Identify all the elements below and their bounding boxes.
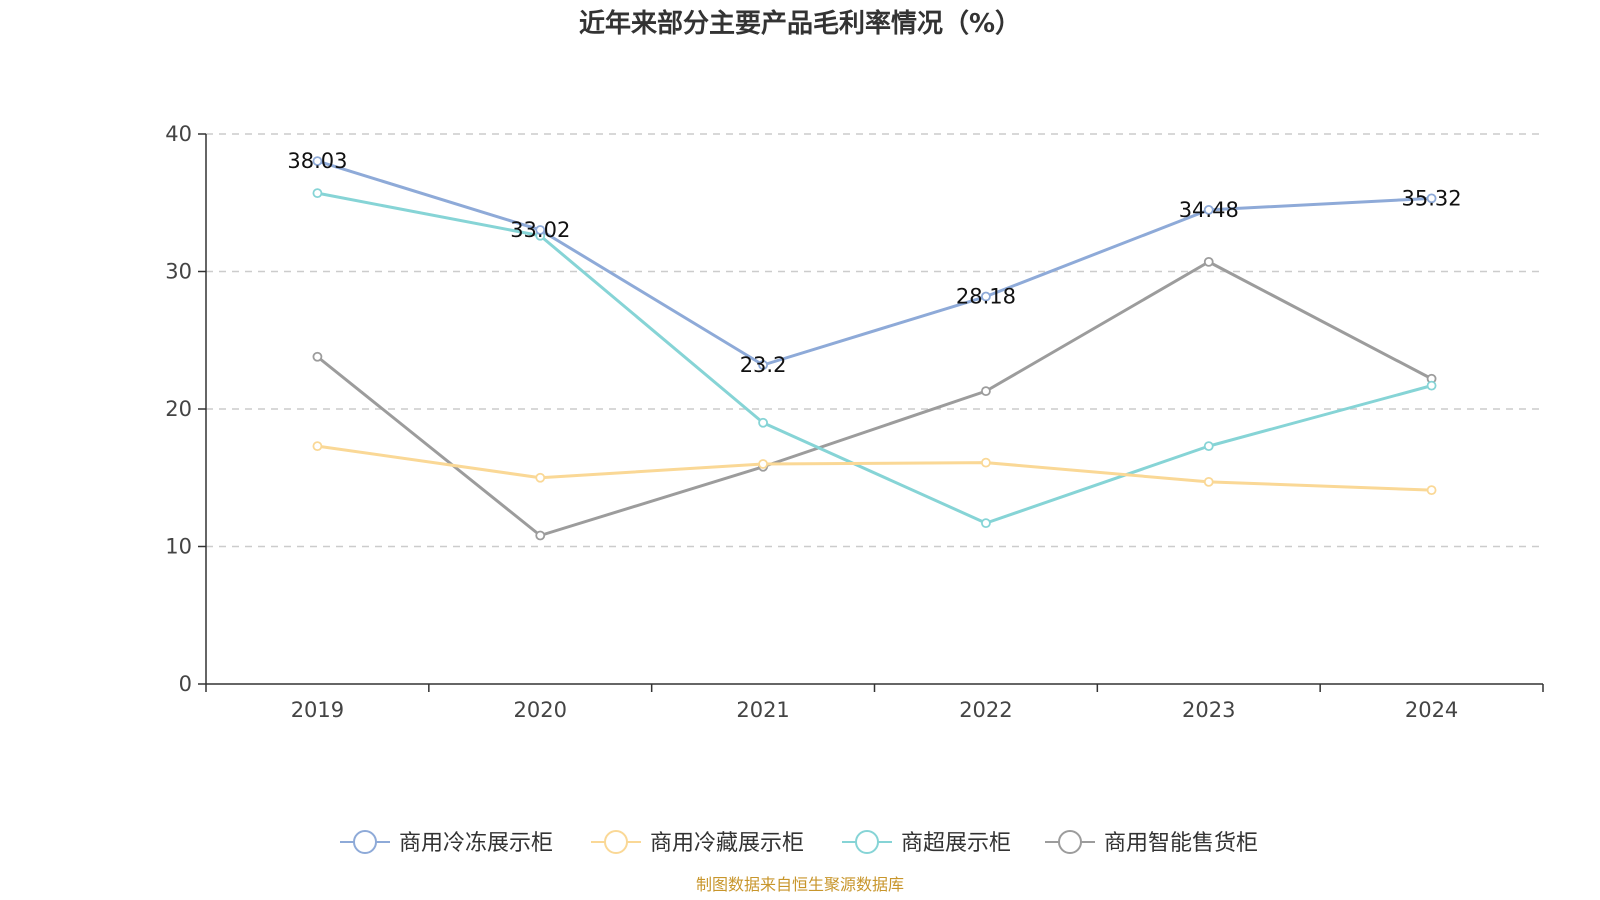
series-line	[317, 191, 1432, 525]
data-point	[1203, 256, 1214, 267]
series-2	[312, 441, 1437, 496]
data-point	[758, 417, 768, 428]
x-tick-label: 2019	[291, 698, 344, 722]
series-4	[312, 256, 1437, 541]
series-layer	[312, 156, 1437, 541]
chart-title: 近年来部分主要产品毛利率情况（%）	[579, 8, 1021, 39]
series-1	[312, 156, 1437, 370]
data-point	[535, 530, 546, 541]
x-tick-label: 2022	[959, 698, 1012, 722]
x-tick-label: 2020	[514, 698, 567, 722]
data-point	[1426, 193, 1437, 204]
axis-layer: 0 10 20 30 40 2019 2020 2021 2022 2023 2024	[165, 122, 1544, 722]
data-point	[1203, 441, 1214, 452]
legend-item[interactable]: 商用冷冻展示柜	[340, 830, 553, 856]
legend-label: 商用智能售货柜	[1104, 831, 1258, 856]
series-line	[316, 260, 1433, 537]
series-line	[316, 159, 1432, 367]
series-3	[312, 188, 1437, 529]
y-tick-label: 0	[179, 672, 192, 696]
x-tick-label: 2023	[1182, 698, 1235, 722]
data-point	[1426, 485, 1437, 496]
data-point	[535, 472, 546, 483]
x-tick-label: 2024	[1405, 698, 1458, 722]
data-point	[312, 441, 323, 452]
legend-label: 商超展示柜	[901, 831, 1011, 856]
data-point	[312, 156, 323, 166]
data-label: 38.03	[287, 149, 347, 173]
legend-marker	[855, 830, 879, 854]
y-tick-label: 40	[165, 122, 192, 146]
y-tick-label: 20	[165, 397, 192, 421]
data-point	[1203, 204, 1214, 215]
data-point	[758, 459, 768, 469]
legend-marker	[604, 830, 628, 854]
data-point	[981, 457, 991, 468]
data-point	[981, 386, 991, 397]
data-point	[312, 188, 323, 199]
data-label: 33.02	[510, 218, 570, 242]
legend-marker	[1058, 830, 1082, 854]
data-point	[981, 518, 991, 529]
data-label: 28.18	[956, 285, 1016, 309]
legend-label: 商用冷冻展示柜	[399, 831, 553, 856]
legend-item[interactable]: 商用智能售货柜	[1045, 830, 1258, 856]
data-point	[758, 360, 768, 370]
legend-marker	[353, 830, 377, 854]
legend-label: 商用冷藏展示柜	[650, 831, 804, 856]
legend: 商用冷冻展示柜 商用冷藏展示柜 商超展示柜 商用智能售货柜	[340, 830, 1258, 856]
data-point	[981, 291, 991, 302]
data-point	[312, 351, 323, 362]
source-note: 制图数据来自恒生聚源数据库	[696, 875, 904, 894]
data-label: 35.32	[1402, 186, 1462, 210]
legend-item[interactable]: 商超展示柜	[842, 830, 1011, 856]
y-tick-label: 30	[165, 260, 192, 284]
data-point	[1426, 380, 1437, 391]
data-label: 34.48	[1179, 198, 1239, 222]
grid-layer	[206, 133, 1543, 548]
x-tick-label: 2021	[736, 698, 789, 722]
y-tick-label: 10	[165, 535, 192, 559]
series-line	[317, 444, 1432, 492]
data-point	[1203, 476, 1214, 487]
data-point	[535, 225, 546, 235]
data-label: 23.2	[740, 353, 787, 377]
data-label-layer: 38.03 33.02 23.2 28.18 34.48 35.32	[287, 149, 1461, 377]
legend-item[interactable]: 商用冷藏展示柜	[591, 830, 804, 856]
